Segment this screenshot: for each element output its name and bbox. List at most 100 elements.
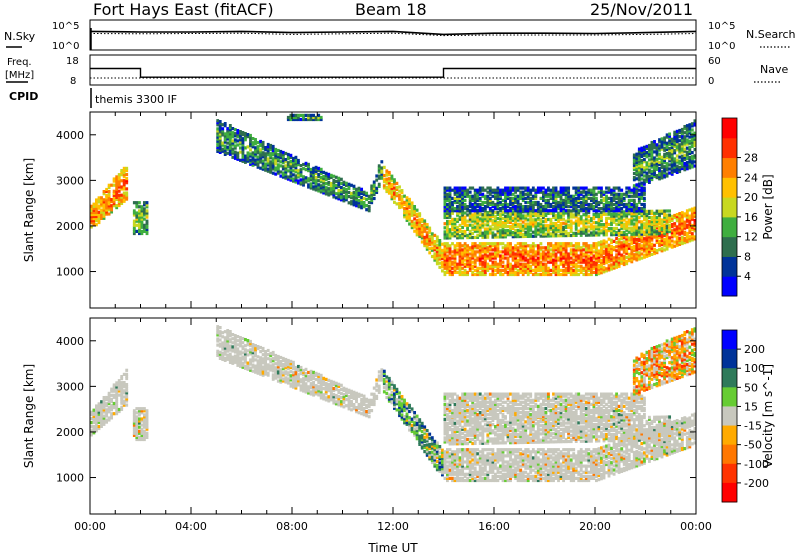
scatter-cell [562, 221, 566, 225]
scatter-cell [453, 223, 457, 228]
scatter-cell [92, 416, 96, 420]
scatter-cell [536, 214, 540, 218]
scatter-cell [463, 221, 467, 225]
scatter-cell [496, 248, 500, 252]
scatter-cell [643, 151, 646, 156]
scatter-cell [612, 192, 616, 196]
scatter-cell [461, 211, 465, 215]
scatter-cell [602, 196, 606, 200]
scatter-cell [605, 233, 608, 237]
scatter-cell [562, 213, 566, 217]
scatter-cell [297, 181, 300, 185]
scatter-cell [425, 243, 429, 247]
scatter-cell [138, 209, 141, 213]
scatter-cell [481, 202, 485, 207]
scatter-cell [105, 212, 109, 216]
scatter-cell [218, 132, 222, 136]
scatter-cell [650, 246, 654, 250]
scatter-cell [595, 244, 598, 248]
scatter-cell [658, 162, 661, 166]
scatter-cell [468, 246, 472, 250]
scatter-cell [675, 166, 679, 170]
scatter-cell [236, 339, 240, 343]
scatter-cell [690, 234, 694, 238]
scatter-cell [607, 258, 611, 262]
scatter-cell [544, 198, 548, 202]
scatter-cell [251, 157, 255, 161]
scatter-cell [590, 219, 593, 223]
scatter-cell [355, 193, 358, 198]
scatter-cell [526, 228, 530, 232]
scatter-cell [357, 201, 361, 205]
scatter-cell [680, 138, 684, 142]
scatter-cell [675, 154, 679, 158]
scatter-cell [145, 415, 149, 419]
scatter-cell [446, 211, 449, 215]
scatter-cell [582, 194, 586, 198]
scatter-cell [547, 194, 550, 198]
scatter-cell [438, 239, 442, 243]
scatter-cell [559, 211, 563, 215]
scatter-cell [630, 256, 634, 260]
scatter-cell [584, 268, 588, 272]
scatter-cell [693, 160, 697, 164]
scatter-cell [617, 192, 621, 196]
scatter-cell [92, 412, 96, 416]
scatter-cell [655, 236, 659, 240]
scatter-cell [448, 266, 452, 270]
scatter-cell [488, 258, 492, 262]
scatter-cell [132, 423, 136, 427]
scatter-cell [458, 248, 462, 252]
scatter-cell [279, 164, 283, 168]
scatter-cell [420, 228, 424, 232]
scatter-cell [228, 356, 232, 360]
scatter-cell [645, 161, 649, 165]
scatter-cell [549, 194, 553, 198]
scatter-cell [678, 139, 682, 143]
scatter-cell [456, 194, 459, 198]
scatter-cell [499, 214, 502, 218]
scatter-cell [655, 165, 659, 169]
scatter-cell [226, 137, 230, 141]
scatter-cell [673, 163, 677, 167]
scatter-cell [221, 341, 225, 345]
scatter-cell [302, 177, 305, 181]
scatter-cell [595, 272, 598, 277]
scatter-cell [97, 408, 101, 412]
scatter-cell [319, 188, 323, 192]
scatter-cell [423, 235, 427, 239]
scatter-cell [605, 231, 608, 235]
scatter-cell [655, 151, 659, 155]
scatter-cell [110, 389, 114, 393]
scatter-cell [132, 223, 136, 227]
scatter-cell [564, 209, 568, 213]
scatter-cell [461, 219, 465, 223]
scatter-cell [600, 254, 603, 258]
scatter-cell [542, 250, 545, 254]
scatter-cell [254, 152, 257, 156]
scatter-cell [648, 239, 651, 243]
scatter-cell [418, 224, 422, 228]
scatter-cell [547, 250, 550, 254]
scatter-cell [451, 270, 454, 274]
scatter-cell [519, 209, 523, 213]
scatter-cell [269, 152, 273, 156]
scatter-cell [218, 130, 222, 134]
scatter-cell [526, 196, 530, 200]
scatter-cell [534, 230, 538, 234]
scatter-cell [107, 408, 111, 412]
scatter-cell [387, 170, 391, 175]
scatter-cell [627, 190, 631, 194]
scatter-cell [501, 212, 505, 216]
scatter-cell [605, 196, 608, 200]
scatter-cell [241, 155, 245, 159]
scatter-cell [491, 260, 495, 264]
scatter-cell [625, 216, 629, 220]
scatter-cell [673, 232, 677, 236]
scatter-cell [569, 252, 573, 256]
scatter-cell [632, 240, 636, 244]
scatter-cell [483, 252, 487, 256]
scatter-cell [481, 254, 485, 258]
scatter-cell [632, 186, 636, 190]
scatter-cell [567, 186, 571, 190]
